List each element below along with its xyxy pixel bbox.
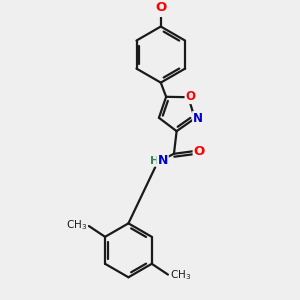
Text: CH$_3$: CH$_3$	[169, 268, 191, 282]
Text: H: H	[150, 156, 159, 166]
Text: O: O	[155, 1, 166, 14]
Text: N: N	[193, 112, 203, 125]
Text: CH$_3$: CH$_3$	[66, 219, 87, 232]
Text: O: O	[185, 90, 196, 103]
Text: N: N	[158, 154, 168, 167]
Text: O: O	[194, 145, 205, 158]
